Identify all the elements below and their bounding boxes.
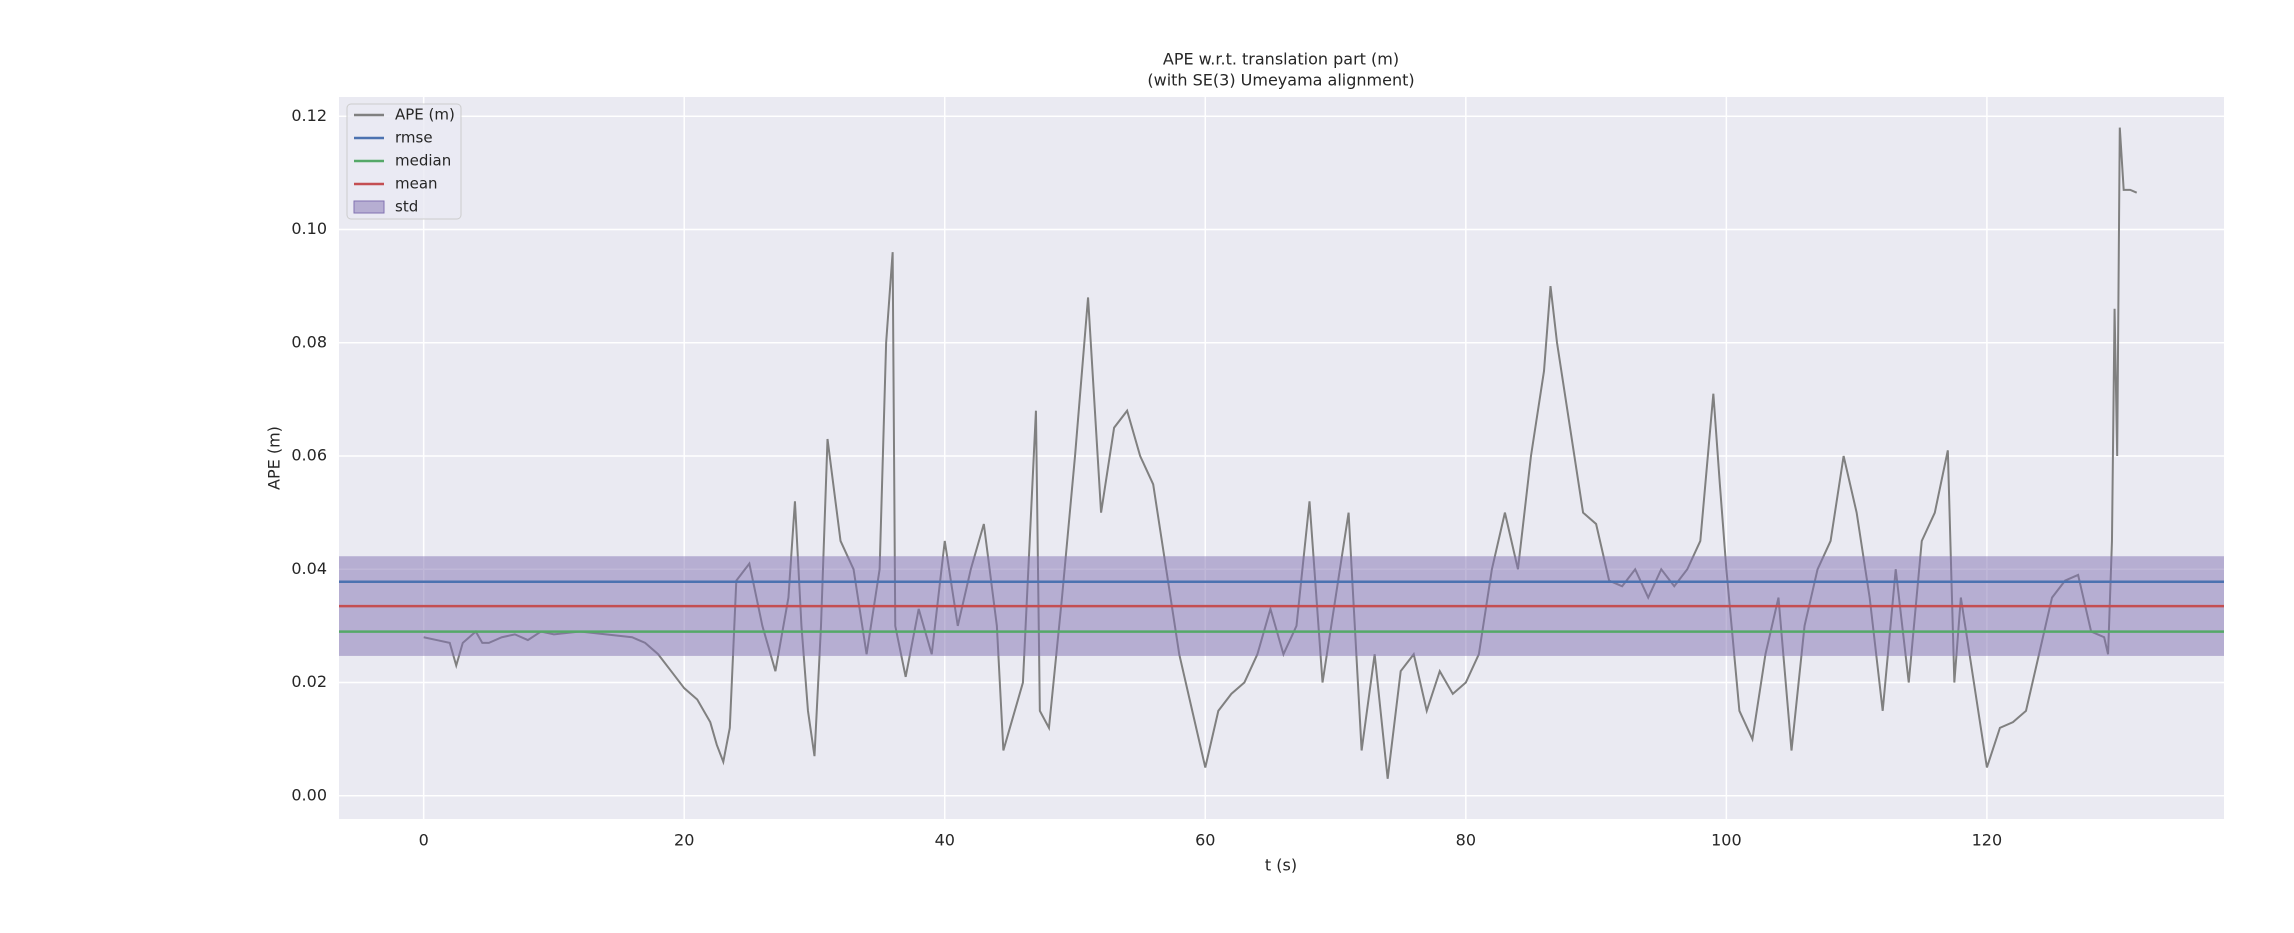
legend-box [346,103,462,220]
y-tick-label: 0.02 [291,672,327,691]
x-tick-label: 100 [1711,831,1742,850]
legend-label: median [395,152,451,170]
chart-subtitle: (with SE(3) Umeyama alignment) [1147,71,1414,90]
y-axis-label: APE (m) [265,426,284,490]
x-tick-label: 20 [674,831,694,850]
x-axis-label: t (s) [1265,856,1297,875]
y-tick-label: 0.06 [291,446,327,465]
legend-swatch [353,200,385,214]
legend-label: APE (m) [395,106,455,124]
y-tick-label: 0.10 [291,219,327,238]
y-tick-label: 0.04 [291,559,327,578]
y-tick-label: 0.00 [291,785,327,804]
x-tick-label: 0 [419,831,429,850]
legend-label: rmse [395,129,433,147]
legend-label: std [395,198,418,216]
y-tick-label: 0.08 [291,332,327,351]
y-tick-label: 0.12 [291,106,327,125]
legend: APE (m) rmse median mean std [346,103,462,220]
plot-background [339,97,2224,819]
legend-label: mean [395,175,438,193]
chart-title: APE w.r.t. translation part (m) [1163,50,1399,69]
x-tick-label: 60 [1195,831,1215,850]
x-tick-label: 120 [1972,831,2003,850]
x-tick-label: 80 [1456,831,1476,850]
x-tick-label: 40 [935,831,955,850]
